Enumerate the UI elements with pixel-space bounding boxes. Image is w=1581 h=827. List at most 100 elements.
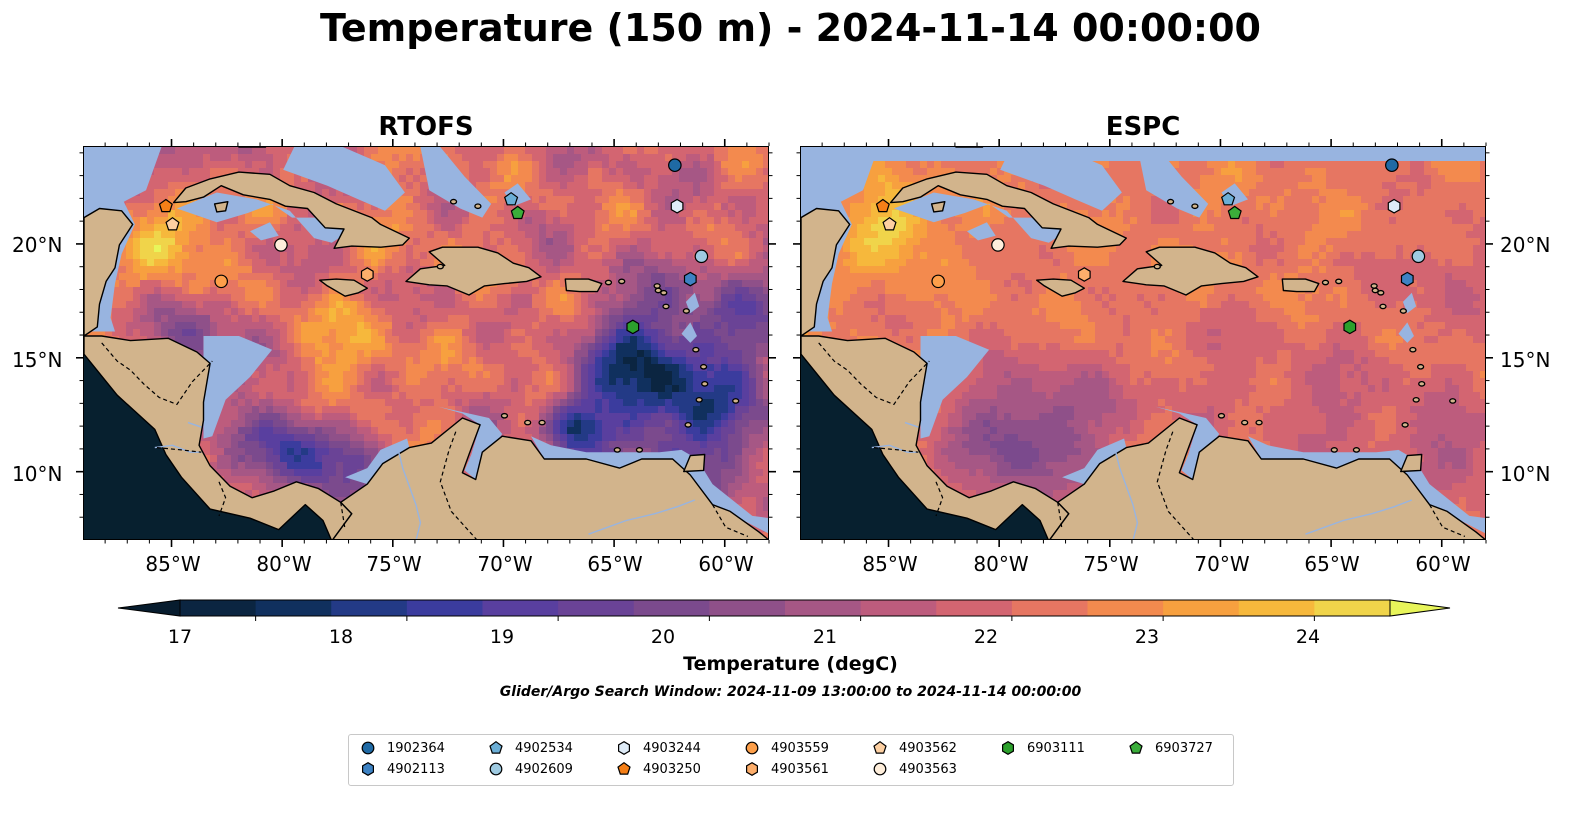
legend-label: 4903250 <box>643 761 701 777</box>
small-island <box>660 289 668 296</box>
land-cuba <box>172 171 410 250</box>
legend-marker-4903563 <box>873 762 887 776</box>
land-trinidad <box>683 453 706 473</box>
colorbar-tick-21: 21 <box>812 626 838 648</box>
float-marker-4903250 <box>158 198 173 213</box>
float-marker-4902609 <box>694 249 709 264</box>
land-jamaica <box>1035 278 1085 297</box>
legend-item-6903111: 6903111 <box>999 738 1085 758</box>
land-puerto-rico <box>564 278 603 293</box>
float-marker-4902113 <box>683 271 697 287</box>
small-island <box>1449 398 1457 404</box>
small-island <box>538 419 546 426</box>
legend-marker-4902609 <box>489 762 503 776</box>
colorbar-segment <box>331 600 408 616</box>
float-marker-4903563 <box>991 238 1005 252</box>
land-trinidad <box>1400 453 1423 473</box>
float-marker-4903559 <box>931 274 945 289</box>
search-window-text: Glider/Argo Search Window: 2024-11-09 13… <box>499 684 1082 700</box>
small-island <box>1166 198 1175 205</box>
legend-item-4903562: 4903562 <box>871 738 957 758</box>
small-island <box>732 398 740 404</box>
small-island <box>635 447 644 453</box>
float-marker-6903111 <box>1343 319 1357 335</box>
legend-label: 4903244 <box>643 740 701 756</box>
float-marker-6903727 <box>510 205 525 220</box>
lon-label-85-rtofs: 85°W <box>145 552 201 576</box>
legend-marker-circle <box>361 741 375 755</box>
colorbar-segment <box>633 600 710 616</box>
lat-label-10-right: 10°N <box>1500 462 1551 486</box>
legend-marker-pentagon <box>489 740 503 754</box>
lon-label-70-rtofs: 70°W <box>477 552 533 576</box>
colorbar-segment <box>1163 600 1240 616</box>
float-marker-4903559 <box>214 274 228 289</box>
lat-label-15-right: 15°N <box>1500 348 1551 372</box>
float-marker-4902609 <box>1411 249 1426 264</box>
land-jamaica <box>318 278 368 297</box>
legend-item-4903561: 4903561 <box>743 759 829 779</box>
colorbar-segment <box>482 600 559 616</box>
colorbar-tick-19: 19 <box>489 626 515 648</box>
small-island <box>1370 283 1378 289</box>
float-marker-4903561 <box>1077 267 1091 282</box>
legend-marker-hexagon <box>617 741 630 755</box>
small-island <box>1418 381 1426 387</box>
map-espc <box>801 147 1485 539</box>
small-island <box>1330 447 1338 453</box>
land-isla-juventud <box>930 201 946 213</box>
legend-marker-4903561 <box>745 762 758 776</box>
legend-item-4903250: 4903250 <box>615 759 701 779</box>
land-yucatan <box>84 207 134 337</box>
small-island <box>1401 421 1409 428</box>
colorbar-tick-17: 17 <box>167 626 193 648</box>
legend-label: 6903727 <box>1155 740 1213 756</box>
float-markers <box>875 158 1426 335</box>
colorbar-extend-low <box>117 599 181 617</box>
legend-marker-pentagon <box>873 740 887 754</box>
float-marker-6903111 <box>626 319 640 335</box>
float-marker-4903562 <box>165 216 180 231</box>
lat-label-20-right: 20°N <box>1500 233 1551 257</box>
small-island <box>449 198 458 205</box>
legend-label: 4903559 <box>771 740 829 756</box>
legend-item-4902113: 4902113 <box>359 759 445 779</box>
small-island <box>1399 308 1408 314</box>
small-island <box>1321 279 1330 286</box>
legend-item-4902609: 4902609 <box>487 759 573 779</box>
small-island <box>662 303 670 310</box>
colorbar-tick-20: 20 <box>650 626 676 648</box>
colorbar-outline <box>179 599 1391 617</box>
small-island <box>524 419 532 426</box>
legend-marker-4903559 <box>745 741 759 755</box>
legend-marker-4903562 <box>873 740 887 754</box>
small-island <box>1335 278 1343 285</box>
small-island <box>1153 263 1161 270</box>
figure-title: Temperature (150 m) - 2024-11-14 00:00:0… <box>319 6 1261 50</box>
land-yucatan <box>801 207 851 337</box>
legend-marker-4902113 <box>361 762 374 776</box>
float-marker-4902534 <box>1220 191 1236 206</box>
map-panel-rtofs <box>83 146 769 540</box>
legend-item-6903727: 6903727 <box>1127 738 1213 758</box>
lon-label-75-espc: 75°W <box>1083 552 1139 576</box>
small-island <box>1377 289 1385 296</box>
legend-label: 4902609 <box>515 761 573 777</box>
lon-label-80-espc: 80°W <box>973 552 1029 576</box>
colorbar-segment <box>558 600 635 616</box>
small-island <box>701 381 709 387</box>
axis-ticks <box>76 139 1493 547</box>
panel-title-espc: ESPC <box>1105 112 1181 142</box>
float-marker-6903727 <box>1227 205 1242 220</box>
legend-marker-hexagon <box>745 762 758 776</box>
float-marker-4902534 <box>503 191 519 206</box>
colorbar-segment <box>180 600 257 616</box>
legend-label: 4903563 <box>899 761 957 777</box>
colorbar-extend-high <box>1389 599 1451 617</box>
legend-marker-4902534 <box>489 740 503 754</box>
lon-label-65-rtofs: 65°W <box>587 552 643 576</box>
colorbar-segment <box>406 600 483 616</box>
small-island <box>1379 303 1387 310</box>
small-island <box>682 308 691 314</box>
legend-label: 4903562 <box>899 740 957 756</box>
